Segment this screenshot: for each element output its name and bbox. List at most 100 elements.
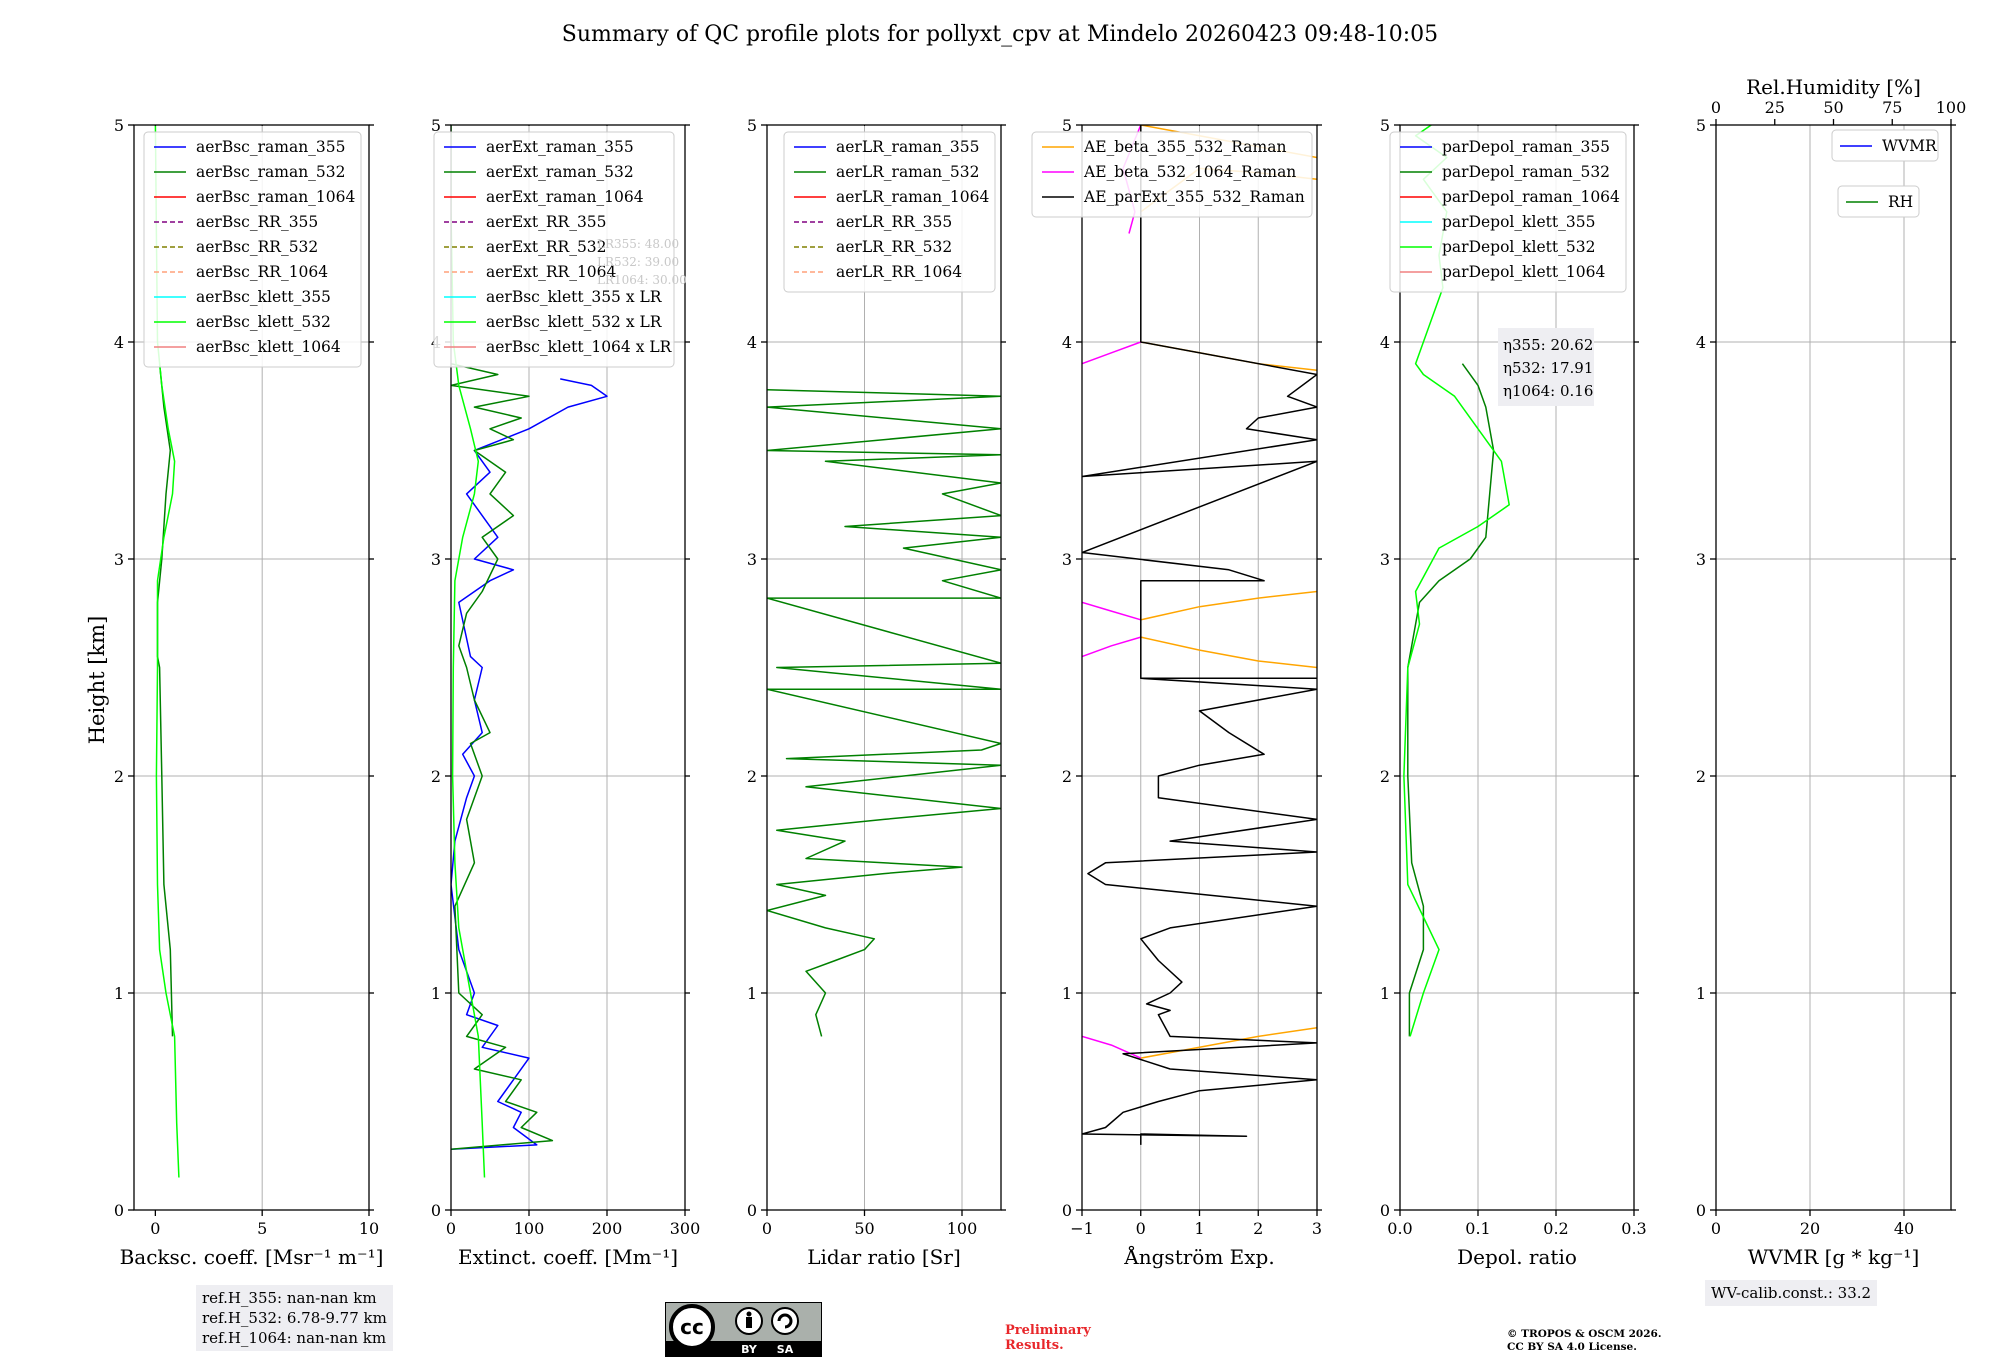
legend-frame [1389, 131, 1627, 293]
y-tick-label: 4 [1062, 333, 1072, 352]
legend-frame [783, 131, 996, 293]
y-tick-label: 4 [1380, 333, 1390, 352]
legend: aerBsc_raman_355 aerBsc_raman_532 aerBsc_r… [143, 131, 362, 368]
series-line [1082, 1035, 1142, 1059]
panel-backscatter: 0 5 10 0 1 2 3 4 5 Backsc. coeff. [Msr⁻¹ m⁻¹] aerB… [114, 116, 384, 1269]
x-axis-label: Ångström Exp. [1123, 1244, 1274, 1269]
legend: aerExt_raman_355 aerExt_raman_532 aerExt_r… [433, 131, 675, 368]
y-tick-label: 0 [114, 1201, 124, 1220]
top-x-tick-label: 0 [1711, 98, 1721, 117]
legend-label: parDepol_raman_532 [1442, 163, 1610, 181]
x-axis-label: Depol. ratio [1457, 1245, 1577, 1269]
y-tick-label: 4 [1696, 333, 1706, 352]
series-line [1140, 1026, 1317, 1059]
top-x-tick-label: 25 [1765, 98, 1785, 117]
ref-height-1064: ref.H_1064: nan-nan km [202, 1329, 387, 1347]
y-tick-label: 1 [747, 984, 757, 1003]
legend-label: aerExt_raman_355 [486, 138, 634, 156]
legend-label: aerBsc_raman_1064 [196, 188, 356, 206]
series-group [154, 125, 180, 1178]
cc-by-text: BY [741, 1343, 758, 1356]
y-tick-label: 3 [114, 550, 124, 569]
legend-label: aerBsc_klett_1064 [196, 338, 341, 356]
y-tick-label: 3 [1380, 550, 1390, 569]
legend-label: parDepol_klett_532 [1442, 238, 1595, 256]
preliminary-line-1: Preliminary [1005, 1323, 1091, 1338]
x-tick-label: 3 [1312, 1219, 1322, 1238]
legend-label: aerBsc_klett_532 [196, 313, 331, 331]
wv-calib-box: WV-calib.const.: 33.2 [1705, 1280, 1878, 1306]
cc-sa-text: SA [777, 1343, 794, 1356]
legend-frame [1031, 131, 1313, 218]
panel-depol: 0.0 0.1 0.2 0.3 0 1 2 3 4 5 Depol. ratio parDepol_r… [1380, 116, 1647, 1269]
preliminary-line-2: Results. [1005, 1338, 1064, 1353]
x-tick-label: 20 [1800, 1219, 1820, 1238]
y-tick-label: 2 [1696, 767, 1706, 786]
legend-label: aerBsc_klett_355 [196, 288, 331, 306]
y-tick-label: 2 [1380, 767, 1390, 786]
x-tick-label: 100 [514, 1219, 545, 1238]
legend-label: aerLR_raman_1064 [836, 188, 989, 206]
x-tick-label: 1 [1194, 1219, 1204, 1238]
legend-label: aerBsc_RR_532 [196, 238, 318, 256]
plot-frame [1399, 124, 1635, 1211]
legend-label: parDepol_raman_1064 [1442, 188, 1620, 206]
legend-wvmr: WVMR [1831, 129, 1939, 162]
x-tick-label: 0.2 [1543, 1219, 1568, 1238]
eta-label: η1064: 0.16 [1503, 382, 1593, 400]
x-tick-label: 10 [359, 1219, 379, 1238]
y-tick-label: 3 [431, 550, 441, 569]
ref-height-532: ref.H_532: 6.78-9.77 km [202, 1309, 387, 1327]
eta-box: η355: 20.62 η532: 17.91 η1064: 0.16 [1498, 328, 1594, 406]
x-axis-label: Extinct. coeff. [Mm⁻¹] [458, 1245, 678, 1269]
series-line [451, 378, 608, 1150]
legend-label: AE_parExt_355_532_Raman [1083, 188, 1305, 206]
legend-label: aerLR_raman_532 [836, 163, 979, 181]
legend-label: aerExt_raman_1064 [486, 188, 644, 206]
panel-extinction: 0100200300012345Extinct. coeff. [Mm⁻¹]ae… [431, 116, 700, 1269]
legend-label: aerBsc_klett_532 x LR [486, 313, 663, 331]
x-axis-label: Backsc. coeff. [Msr⁻¹ m⁻¹] [120, 1245, 384, 1269]
x-tick-label: 5 [257, 1219, 267, 1238]
panel-wv: 0 20 40 0 1 2 3 4 5 WVMR [g * kg⁻¹] 0 25 50 75 100 Rel.… [1696, 75, 1966, 1269]
legend-label: aerBsc_raman_355 [196, 138, 346, 156]
legend-label: aerBsc_RR_1064 [196, 263, 328, 281]
legend: parDepol_raman_355 parDepol_raman_532 parD… [1389, 131, 1627, 293]
series-line [154, 125, 180, 1178]
x-tick-label: 300 [670, 1219, 701, 1238]
x-tick-label: 2 [1253, 1219, 1263, 1238]
legend: AE_beta_355_532_Raman AE_beta_532_1064_Ra… [1031, 131, 1313, 218]
copyright-line-2: CC BY SA 4.0 License. [1507, 1341, 1637, 1353]
x-tick-label: 0.1 [1465, 1219, 1490, 1238]
y-tick-label: 1 [1380, 984, 1390, 1003]
x-tick-label: 0.3 [1621, 1219, 1646, 1238]
top-x-tick-label: 75 [1882, 98, 1902, 117]
legend-label: aerExt_raman_532 [486, 163, 634, 181]
y-tick-label: 0 [747, 1201, 757, 1220]
cc-text: cc [680, 1315, 704, 1339]
x-tick-label: 40 [1894, 1219, 1914, 1238]
copyright-line-1: © TROPOS & OSCM 2026. [1507, 1328, 1662, 1340]
ref-height-355: ref.H_355: nan-nan km [202, 1289, 377, 1307]
wv-calib-text: WV-calib.const.: 33.2 [1711, 1284, 1872, 1302]
y-tick-label: 0 [431, 1201, 441, 1220]
lr-annotation: LR532: 39.00 [597, 255, 679, 269]
top-x-tick-label: 50 [1823, 98, 1843, 117]
eta-label: η532: 17.91 [1503, 359, 1593, 377]
x-tick-label: 0 [762, 1219, 772, 1238]
series-line [1140, 636, 1317, 669]
y-tick-label: 2 [114, 767, 124, 786]
y-tick-label: 1 [431, 984, 441, 1003]
legend-frame [1831, 129, 1939, 162]
y-tick-label: 5 [747, 116, 757, 135]
legend-rh: RH [1837, 185, 1920, 218]
y-tick-label: 2 [1062, 767, 1072, 786]
legend-label: aerExt_RR_1064 [486, 263, 617, 281]
x-axis-label: Lidar ratio [Sr] [807, 1245, 961, 1269]
preliminary-results-note: Preliminary Results. [1005, 1323, 1091, 1353]
ref-height-box: ref.H_355: nan-nan km ref.H_532: 6.78-9.… [196, 1285, 393, 1351]
x-tick-label: 50 [854, 1219, 874, 1238]
panel-lidar_ratio: 0 50 100 0 1 2 3 4 5 Lidar ratio [Sr] aerLR_raman_… [747, 116, 1006, 1269]
x-tick-label: 0.0 [1387, 1219, 1412, 1238]
eta-box-bg [1498, 328, 1594, 406]
